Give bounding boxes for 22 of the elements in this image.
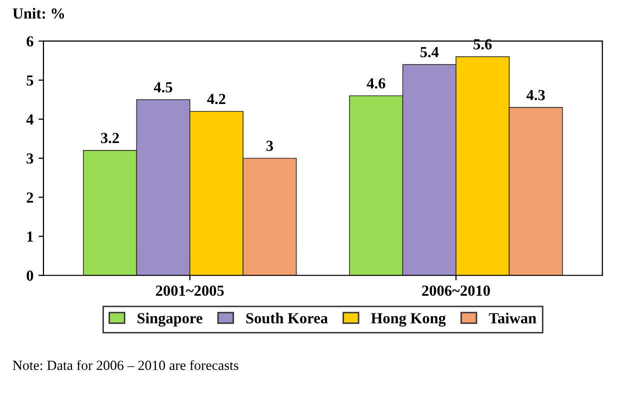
legend-label: South Korea	[246, 312, 328, 324]
y-tick-label: 5	[26, 75, 34, 86]
data-label: 4.6	[366, 78, 386, 89]
legend-label: Taiwan	[488, 312, 536, 324]
y-tick-label: 4	[26, 114, 34, 124]
y-tick-label: 0	[26, 270, 34, 281]
legend-label: Hong Kong	[371, 313, 446, 327]
y-tick-label: 6	[26, 36, 34, 47]
data-label: 3.2	[101, 132, 119, 144]
data-label: 4.2	[207, 94, 226, 104]
text: Note: Data for 2006 – 2010 are forecasts	[12, 360, 238, 370]
x-tick-label: 2006~2010	[422, 286, 490, 296]
data-label: 4.5	[154, 82, 172, 92]
y-tick-label: 2	[26, 192, 34, 203]
data-label: 5.4	[420, 47, 439, 58]
y-axis-title: Unit: %	[12, 8, 64, 19]
y-tick-label: 3	[26, 153, 34, 164]
data-label: 4.3	[526, 90, 545, 100]
x-tick-label: 2001~2005	[156, 286, 224, 296]
data-label: 3	[266, 140, 273, 151]
y-tick-label: 1	[27, 232, 33, 242]
legend-label: Singapore	[138, 312, 202, 327]
